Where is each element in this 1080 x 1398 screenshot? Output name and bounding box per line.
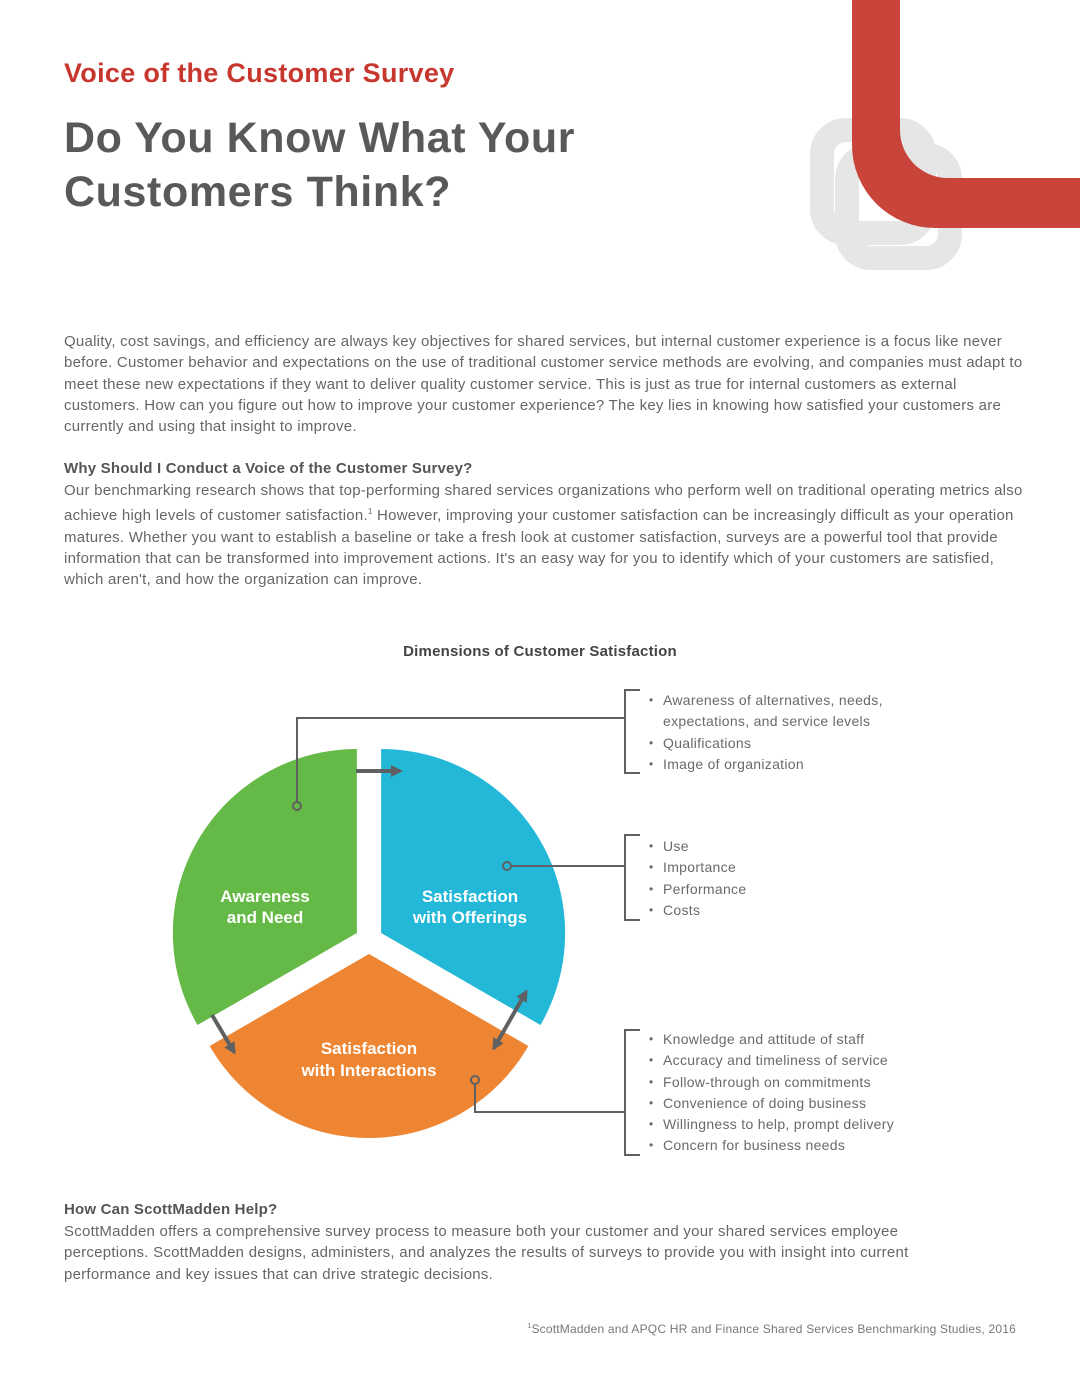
interactions-bracket [624,1029,640,1156]
list-item: Concern for business needs [649,1135,949,1157]
why-text-1: Our benchmarking research shows that top… [64,482,1023,525]
awareness-list: Awareness of alternatives, needs, expect… [649,690,909,775]
corner-decoration [810,0,1080,270]
list-item: Image of organization [649,754,909,776]
list-item: Accuracy and timeliness of service [649,1050,949,1072]
title-line-2: Customers Think? [64,168,452,216]
list-item: Convenience of doing business [649,1093,949,1115]
list-item: Costs [649,900,909,922]
awareness-label-1: Awareness [220,887,309,906]
list-item: Use [649,836,909,858]
interactions-label-2: with Interactions [300,1061,436,1080]
diagram-title: Dimensions of Customer Satisfaction [403,643,677,660]
list-item: Importance [649,857,909,879]
list-item: Willingness to help, prompt delivery [649,1114,949,1136]
intro-paragraph: Quality, cost savings, and efficiency ar… [64,333,1023,436]
why-text-2: However, improving your customer satisfa… [64,507,1014,589]
offerings-label-1: Satisfaction [422,887,518,906]
help-heading: How Can ScottMadden Help? [64,1201,278,1218]
awareness-label-2: and Need [227,908,304,927]
awareness-bracket [624,689,640,774]
awareness-connector [296,717,625,802]
connectors [296,689,640,1156]
awareness-dot-icon [292,801,302,811]
offerings-dot-icon [502,861,512,871]
title-line-1: Do You Know What Your [64,114,576,162]
why-heading: Why Should I Conduct a Voice of the Cust… [64,460,473,477]
footnote: 1ScottMadden and APQC HR and Finance Sha… [527,1322,1016,1336]
why-paragraph: Our benchmarking research shows that top… [64,480,1024,590]
arrow-down-icon [210,1013,236,1055]
double-arrow-icon [492,989,528,1051]
page-title: Do You Know What Your Customers Think? [64,111,575,219]
help-paragraph: ScottMadden offers a comprehensive surve… [64,1223,909,1283]
list-item: Qualifications [649,733,909,755]
list-item: Awareness of alternatives, needs, expect… [649,690,909,733]
offerings-bracket [624,834,640,921]
interactions-list: Knowledge and attitude of staff Accuracy… [649,1029,949,1157]
interactions-label-1: Satisfaction [321,1039,417,1058]
list-item: Follow-through on commitments [649,1072,949,1094]
segment-satisfaction-with-interactions [209,954,529,1138]
offerings-list: Use Importance Performance Costs [649,836,909,921]
segment-awareness-and-need [172,749,357,1025]
footnote-text: ScottMadden and APQC HR and Finance Shar… [531,1322,1016,1336]
document-kicker: Voice of the Customer Survey [64,58,455,88]
interactions-connector [474,1084,625,1113]
list-item: Performance [649,879,909,901]
list-item: Knowledge and attitude of staff [649,1029,949,1051]
footnote-ref: 1 [367,507,373,517]
segment-satisfaction-with-offerings [381,749,566,1025]
footnote-marker: 1 [527,1323,532,1330]
offerings-label-2: with Offerings [412,908,527,927]
interactions-dot-icon [470,1075,480,1085]
